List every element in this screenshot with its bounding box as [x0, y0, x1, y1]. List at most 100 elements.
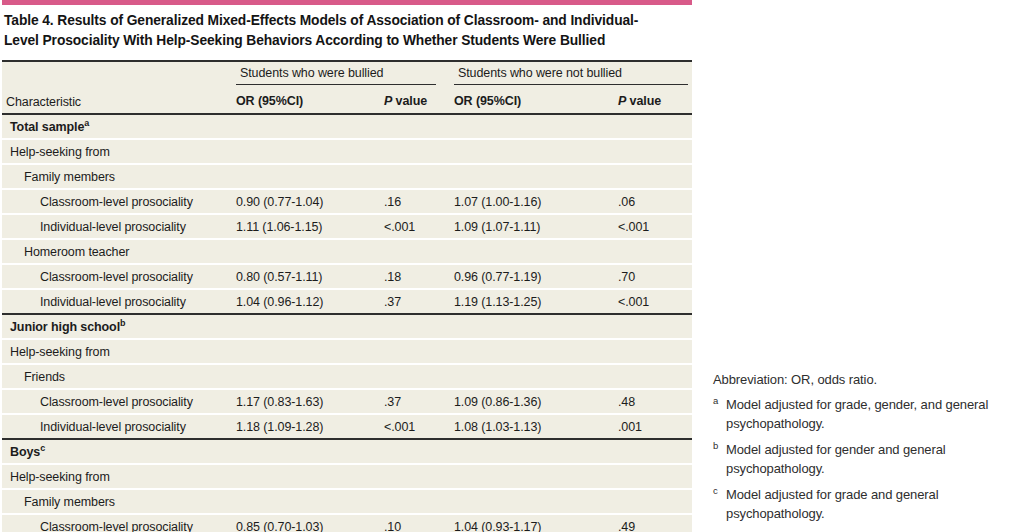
cell-p2: <.001	[614, 214, 692, 239]
row-label: Help-seeking from	[2, 464, 232, 489]
cell-p1: .10	[380, 514, 450, 532]
footnote-b-text: Model adjusted for gender and general ps…	[726, 442, 946, 475]
footnote-marker: a	[84, 118, 89, 128]
results-table: Characteristic Students who were bullied…	[2, 60, 692, 532]
footnote-marker: c	[40, 443, 45, 453]
table-row: Total samplea	[2, 114, 692, 139]
footnote-c-mark: c	[713, 484, 718, 497]
abbreviation-note: Abbreviation: OR, odds ratio.	[713, 371, 1013, 389]
table-row: Boysc	[2, 439, 692, 464]
row-spacer	[232, 364, 692, 389]
cell-p2: .70	[614, 264, 692, 289]
row-label: Junior high schoolb	[2, 314, 232, 339]
cell-or1: 0.85 (0.70-1.03)	[232, 514, 380, 532]
row-label: Homeroom teacher	[2, 239, 232, 264]
row-label: Boysc	[2, 439, 232, 464]
cell-or2: 1.08 (1.03-1.13)	[450, 414, 614, 439]
cell-p2: <.001	[614, 289, 692, 314]
cell-or1: 1.18 (1.09-1.28)	[232, 414, 380, 439]
footnote-b-mark: b	[713, 439, 718, 452]
row-label: Classroom-level prosociality	[2, 264, 232, 289]
spanner-row: Characteristic Students who were bullied…	[2, 61, 692, 89]
cell-or1: 1.11 (1.06-1.15)	[232, 214, 380, 239]
cell-p1: .37	[380, 389, 450, 414]
footnote-b: b Model adjusted for gender and general p…	[713, 441, 1013, 478]
table-row: Individual-level prosociality1.11 (1.06-…	[2, 214, 692, 239]
spanner-not-bullied-label: Students who were not bullied	[454, 66, 688, 85]
row-spacer	[232, 489, 692, 514]
cell-or2: 1.04 (0.93-1.17)	[450, 514, 614, 532]
row-label: Family members	[2, 164, 232, 189]
row-label: Classroom-level prosociality	[2, 389, 232, 414]
table-accent-bar	[2, 0, 692, 5]
table-row: Homeroom teacher	[2, 239, 692, 264]
table-row: Individual-level prosociality1.04 (0.96-…	[2, 289, 692, 314]
row-label: Individual-level prosociality	[2, 289, 232, 314]
cell-p1: <.001	[380, 214, 450, 239]
cell-or1: 1.04 (0.96-1.12)	[232, 289, 380, 314]
table-row: Family members	[2, 164, 692, 189]
row-spacer	[232, 164, 692, 189]
cell-or2: 1.07 (1.00-1.16)	[450, 189, 614, 214]
table-header: Characteristic Students who were bullied…	[2, 61, 692, 114]
table-row: Classroom-level prosociality0.80 (0.57-1…	[2, 264, 692, 289]
cell-p2: .48	[614, 389, 692, 414]
spanner-not-bullied: Students who were not bullied	[450, 61, 692, 89]
column-header-or-not-bullied: OR (95%CI)	[450, 89, 614, 114]
row-spacer	[232, 314, 692, 339]
cell-or2: 1.09 (0.86-1.36)	[450, 389, 614, 414]
table-title: Table 4. Results of Generalized Mixed-Ef…	[4, 11, 666, 51]
row-spacer	[232, 114, 692, 139]
table-row: Classroom-level prosociality0.85 (0.70-1…	[2, 514, 692, 532]
page: Table 4. Results of Generalized Mixed-Ef…	[0, 0, 1024, 532]
table-row: Classroom-level prosociality0.90 (0.77-1…	[2, 189, 692, 214]
footnote-a-text: Model adjusted for grade, gender, and ge…	[726, 397, 988, 430]
cell-p2: .49	[614, 514, 692, 532]
cell-or2: 1.19 (1.13-1.25)	[450, 289, 614, 314]
row-label: Individual-level prosociality	[2, 214, 232, 239]
table-body: Total sampleaHelp-seeking fromFamily mem…	[2, 114, 692, 532]
cell-or2: 0.96 (0.77-1.19)	[450, 264, 614, 289]
table-row: Help-seeking from	[2, 339, 692, 364]
row-spacer	[232, 464, 692, 489]
column-header-or-bullied: OR (95%CI)	[232, 89, 380, 114]
column-header-p-not-bullied: P value	[614, 89, 692, 114]
row-spacer	[232, 239, 692, 264]
cell-p1: <.001	[380, 414, 450, 439]
row-label: Total samplea	[2, 114, 232, 139]
cell-or1: 0.80 (0.57-1.11)	[232, 264, 380, 289]
row-label: Individual-level prosociality	[2, 414, 232, 439]
cell-p1: .37	[380, 289, 450, 314]
spanner-bullied: Students who were bullied	[232, 61, 450, 89]
row-label: Friends	[2, 364, 232, 389]
row-label: Family members	[2, 489, 232, 514]
cell-p1: .16	[380, 189, 450, 214]
footnote-c-text: Model adjusted for grade and general psy…	[726, 487, 939, 520]
table-row: Help-seeking from	[2, 464, 692, 489]
cell-or2: 1.09 (1.07-1.11)	[450, 214, 614, 239]
footnote-marker: b	[120, 318, 125, 328]
cell-or1: 1.17 (0.83-1.63)	[232, 389, 380, 414]
table-row: Friends	[2, 364, 692, 389]
table-row: Family members	[2, 489, 692, 514]
row-label: Classroom-level prosociality	[2, 189, 232, 214]
row-spacer	[232, 339, 692, 364]
cell-p1: .18	[380, 264, 450, 289]
footnote-c: c Model adjusted for grade and general ps…	[713, 486, 1013, 523]
row-label: Help-seeking from	[2, 139, 232, 164]
table-row: Classroom-level prosociality1.17 (0.83-1…	[2, 389, 692, 414]
footnote-a-mark: a	[713, 394, 718, 407]
spanner-bullied-label: Students who were bullied	[236, 66, 436, 85]
column-header-p-bullied: P value	[380, 89, 450, 114]
row-label: Classroom-level prosociality	[2, 514, 232, 532]
cell-p2: .001	[614, 414, 692, 439]
row-spacer	[232, 139, 692, 164]
row-label: Help-seeking from	[2, 339, 232, 364]
table-row: Individual-level prosociality1.18 (1.09-…	[2, 414, 692, 439]
column-header-characteristic: Characteristic	[2, 61, 232, 114]
cell-p2: .06	[614, 189, 692, 214]
table-row: Junior high schoolb	[2, 314, 692, 339]
cell-or1: 0.90 (0.77-1.04)	[232, 189, 380, 214]
table-column: Table 4. Results of Generalized Mixed-Ef…	[2, 0, 692, 532]
footnotes: Abbreviation: OR, odds ratio. a Model adj…	[713, 371, 1013, 531]
